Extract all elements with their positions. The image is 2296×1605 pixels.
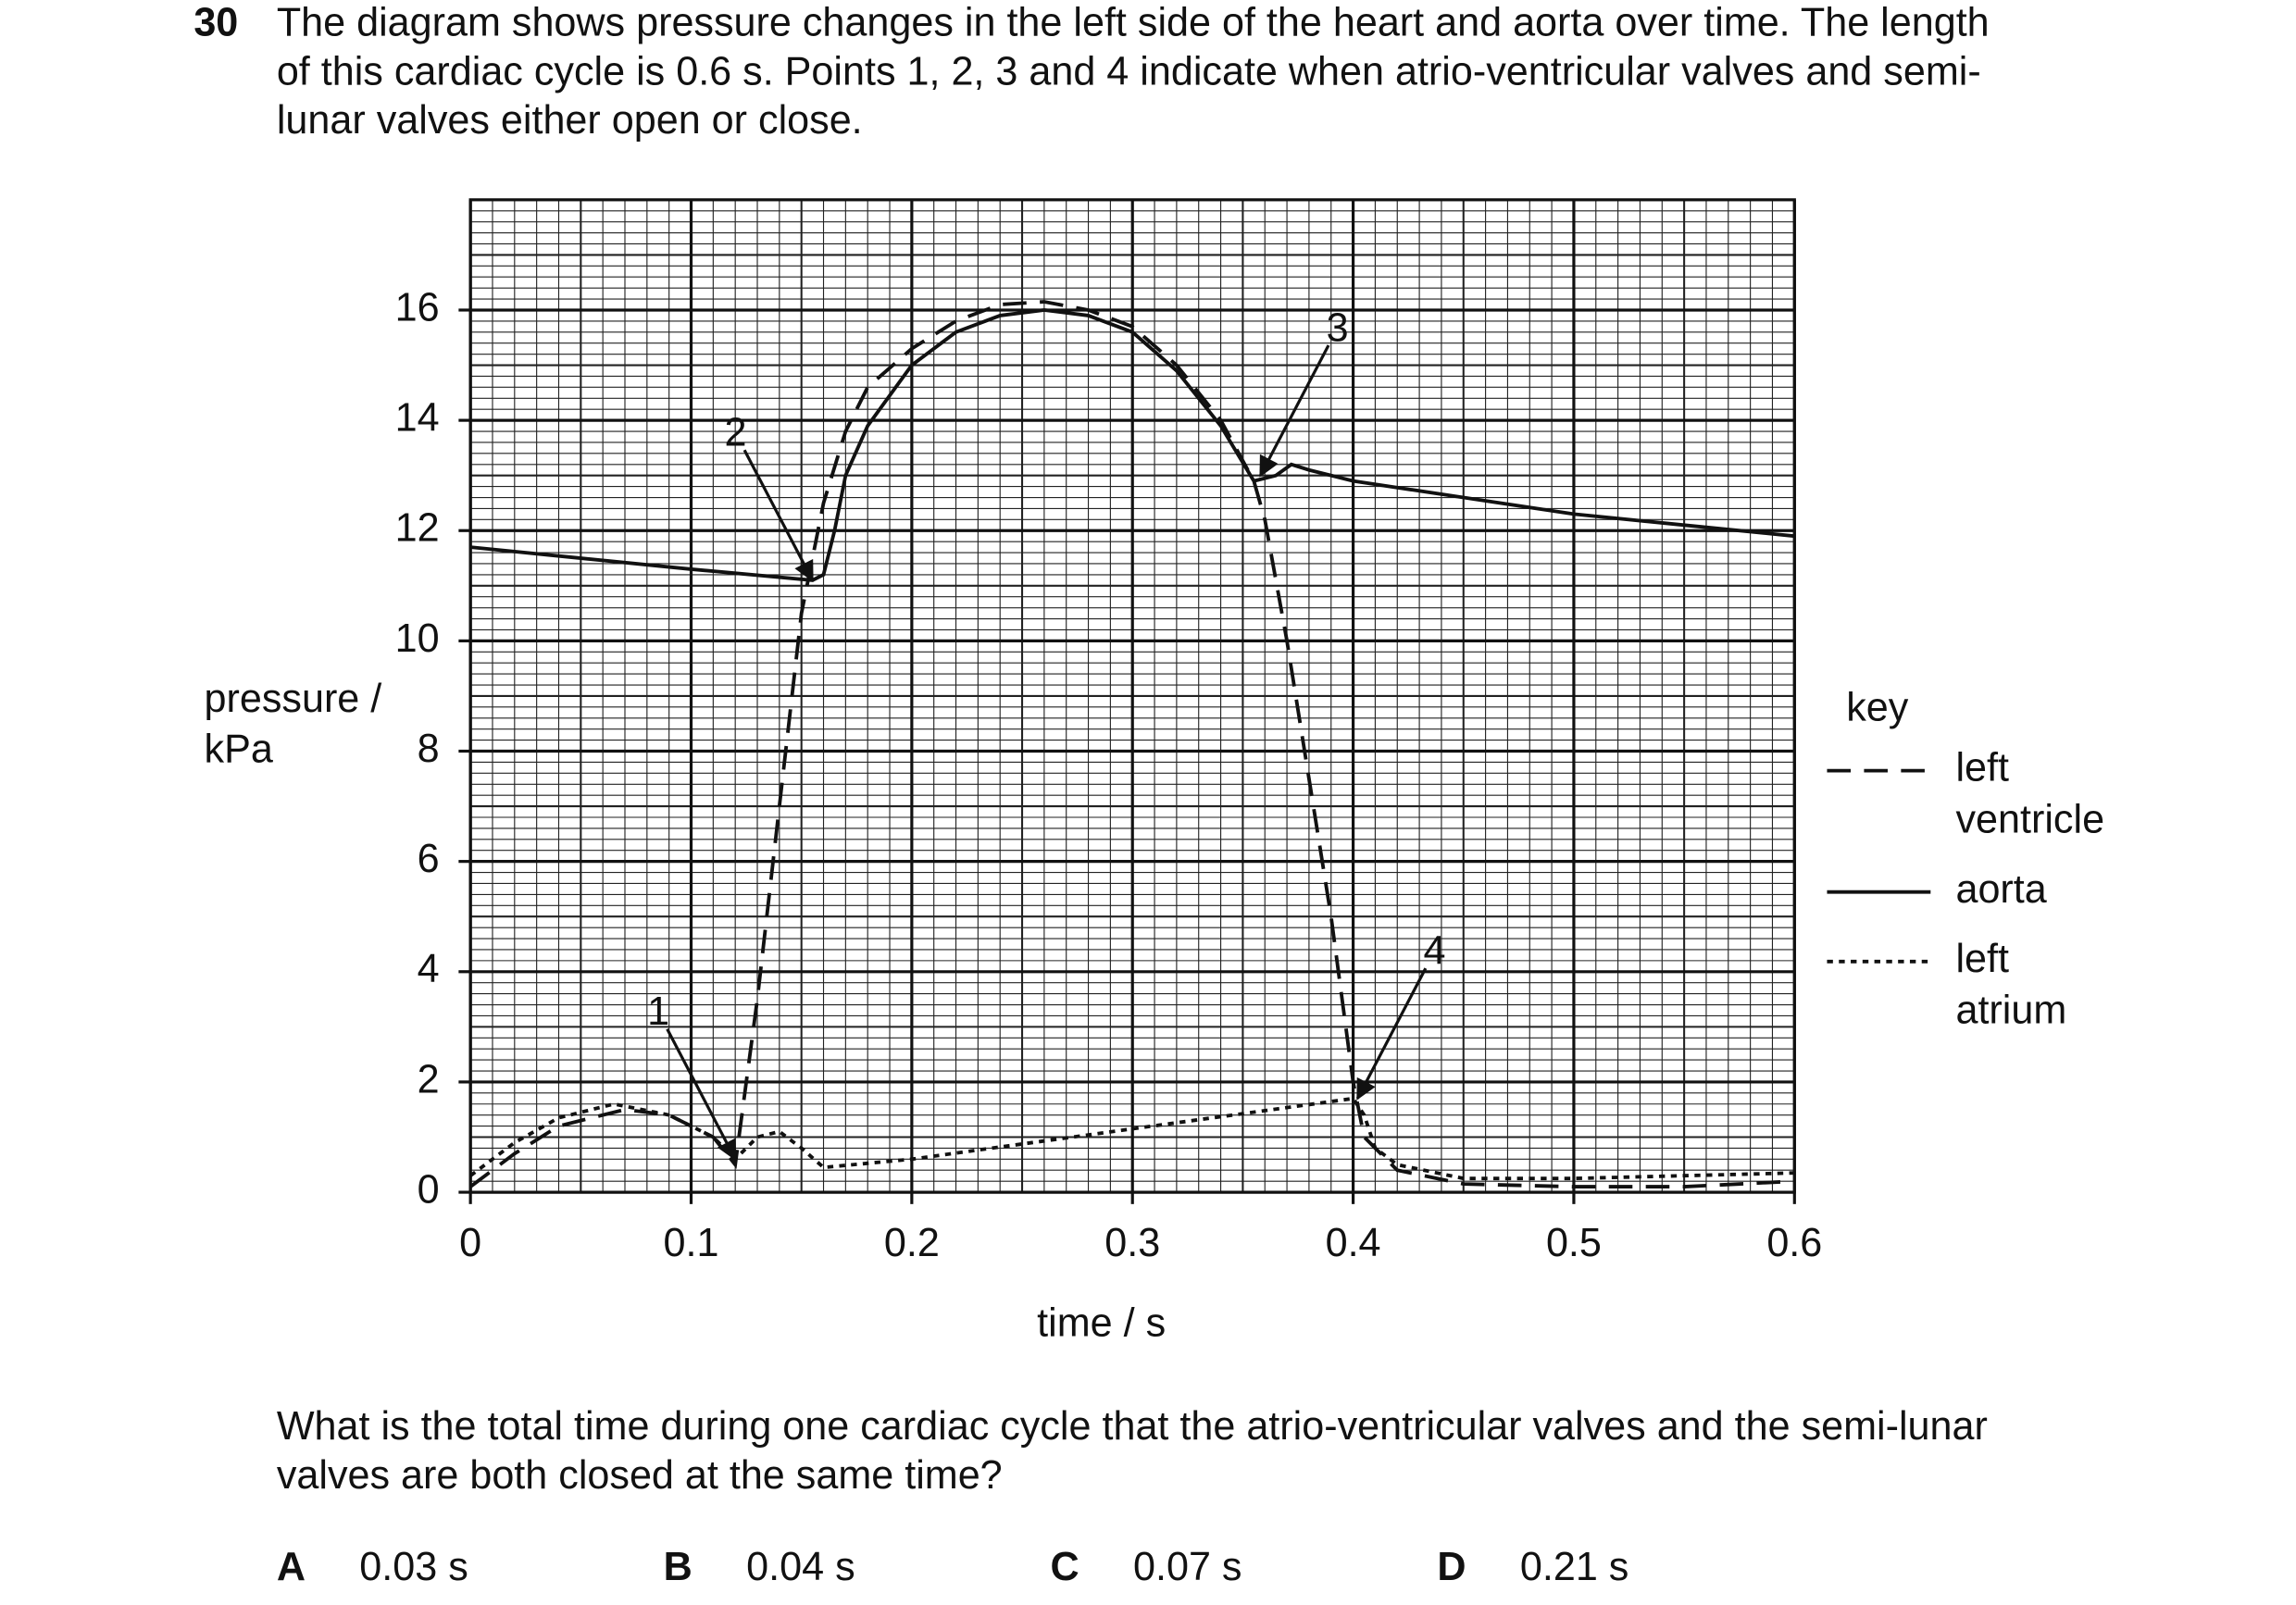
annotation-label: 2 — [725, 411, 747, 455]
option-letter: A — [277, 1545, 306, 1589]
x-tick-label: 0 — [459, 1221, 481, 1265]
y-tick-label: 10 — [395, 616, 440, 661]
question-number: 30 — [193, 1, 238, 45]
option-text: 0.07 s — [1133, 1545, 1242, 1589]
legend-label: aorta — [1955, 867, 2046, 912]
y-tick-label: 2 — [418, 1057, 440, 1101]
option-text: 0.21 s — [1520, 1545, 1628, 1589]
y-tick-label: 8 — [418, 727, 440, 771]
y-tick-label: 12 — [395, 506, 440, 551]
question-line: valves are both closed at the same time? — [277, 1453, 1003, 1498]
y-axis-label: kPa — [205, 727, 273, 771]
y-tick-label: 0 — [418, 1167, 440, 1212]
x-tick-label: 0.4 — [1326, 1221, 1381, 1265]
legend-label: left ventricle — [1955, 746, 2104, 842]
annotation-arrow — [1259, 344, 1330, 478]
y-tick-label: 16 — [395, 285, 440, 330]
annotation-arrow — [1355, 967, 1428, 1101]
x-tick-label: 0.6 — [1766, 1221, 1822, 1265]
annotation-label: 4 — [1423, 929, 1445, 974]
legend-title: key — [1846, 686, 1909, 730]
series-line — [468, 1096, 1795, 1181]
option-text: 0.03 s — [359, 1545, 468, 1589]
x-tick-label: 0.3 — [1104, 1221, 1160, 1265]
y-axis-label: pressure / — [205, 677, 382, 721]
option-letter: B — [664, 1545, 693, 1589]
question-line: What is the total time during one cardia… — [277, 1404, 1988, 1449]
x-tick-label: 0.5 — [1546, 1221, 1602, 1265]
x-tick-label: 0.1 — [664, 1221, 719, 1265]
legend-label: left atrium — [1955, 937, 2066, 1033]
option-letter: D — [1437, 1545, 1466, 1589]
option-letter: C — [1051, 1545, 1079, 1589]
y-tick-label: 6 — [418, 837, 440, 881]
annotation-arrow — [666, 1027, 737, 1162]
option-text: 0.04 s — [746, 1545, 855, 1589]
y-tick-label: 14 — [395, 396, 440, 441]
intro-line: of this cardiac cycle is 0.6 s. Points 1… — [277, 49, 1981, 93]
intro-line: lunar valves either open or close. — [277, 98, 863, 143]
intro-line: The diagram shows pressure changes in th… — [277, 1, 1990, 45]
annotation-label: 3 — [1327, 305, 1349, 350]
x-axis-label: time / s — [1037, 1300, 1166, 1345]
series-line — [469, 308, 1795, 582]
x-tick-label: 0.2 — [884, 1221, 940, 1265]
annotation-arrow — [742, 449, 815, 582]
y-tick-label: 4 — [418, 947, 440, 991]
annotation-label: 1 — [647, 989, 669, 1034]
